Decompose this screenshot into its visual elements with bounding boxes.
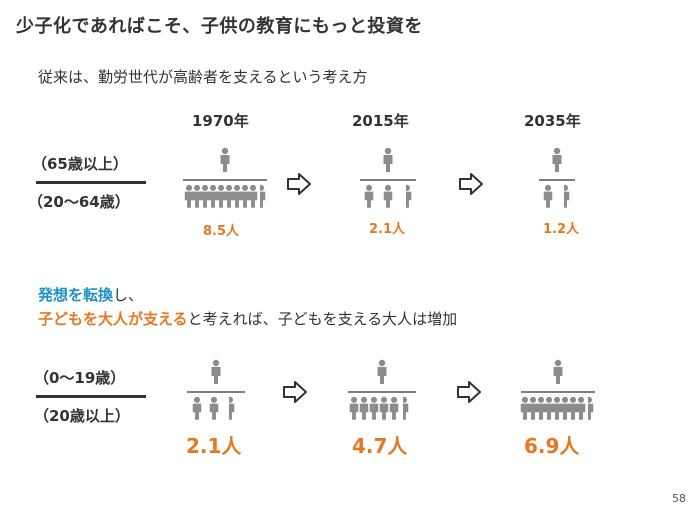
person-icon	[184, 184, 194, 208]
year-1970: 1970年	[192, 112, 249, 130]
top-ratio-denominator: （20〜64歳）	[28, 193, 130, 211]
person-icon	[379, 396, 389, 420]
person-icon	[224, 184, 234, 208]
bottom-ratio-denominator: （20歳以上）	[34, 407, 130, 425]
top-ratio-divider	[36, 181, 146, 184]
message-rest-2: と考えれば、子どもを支える大人は増加	[187, 310, 458, 328]
person-icon	[248, 184, 258, 208]
person-icon	[406, 184, 412, 208]
figure-group-2035-top	[539, 147, 575, 208]
bottom-value-1970: 2.1人	[186, 434, 242, 458]
person-icon	[232, 184, 242, 208]
person-icon	[211, 359, 221, 384]
person-icon	[564, 184, 570, 208]
person-icon	[576, 396, 586, 420]
top-value-1970: 8.5人	[203, 224, 240, 239]
figure-group-2015-bottom	[348, 359, 416, 420]
person-icon	[383, 184, 393, 208]
year-2035: 2035年	[524, 112, 581, 130]
figure-group-1970-bottom	[187, 359, 245, 420]
person-icon	[192, 184, 202, 208]
person-icon	[544, 396, 554, 420]
person-icon	[552, 396, 562, 420]
person-icon	[200, 184, 210, 208]
arrow-right-icon	[287, 173, 311, 195]
arrow-right-icon	[457, 381, 481, 403]
person-icon	[552, 147, 562, 172]
person-icon	[364, 184, 374, 208]
person-icon	[536, 396, 546, 420]
person-icon	[208, 184, 218, 208]
bottom-value-2015: 4.7人	[352, 434, 408, 458]
slide-title: 少子化であればこそ、子供の教育にもっと投資を	[16, 16, 423, 37]
person-icon	[377, 359, 387, 384]
person-icon	[369, 396, 379, 420]
person-icon	[220, 147, 230, 172]
bottom-value-2035: 6.9人	[524, 434, 580, 458]
bottom-ratio-divider	[36, 395, 146, 398]
figure-group-1970-top	[183, 147, 267, 208]
person-icon	[229, 396, 235, 420]
top-value-2035: 1.2人	[543, 222, 580, 237]
page-number: 58	[672, 492, 686, 505]
figure-group-2015-top	[360, 147, 416, 208]
person-icon	[240, 184, 250, 208]
person-icon	[553, 359, 563, 384]
arrow-right-icon	[459, 173, 483, 195]
figure-group-2035-bottom	[520, 359, 595, 420]
person-icon	[588, 396, 594, 420]
top-value-2015: 2.1人	[369, 222, 406, 237]
person-icon	[260, 184, 266, 208]
top-ratio-numerator: （65歳以上）	[32, 155, 128, 173]
message-line-2: 子どもを大人が支えると考えれば、子どもを支える大人は増加	[38, 308, 457, 329]
person-icon	[560, 396, 570, 420]
person-icon	[383, 147, 393, 172]
person-icon	[568, 396, 578, 420]
year-2015: 2015年	[352, 112, 409, 130]
arrow-right-icon	[283, 381, 307, 403]
person-icon	[543, 184, 553, 208]
message-highlight-1: 発想を転換	[38, 286, 114, 304]
message-highlight-2: 子どもを大人が支える	[38, 310, 188, 328]
person-icon	[209, 396, 219, 420]
slide-subtitle: 従来は、勤労世代が高齢者を支えるという考え方	[38, 68, 368, 86]
person-icon	[192, 396, 202, 420]
person-icon	[389, 396, 399, 420]
person-icon	[520, 396, 530, 420]
person-icon	[216, 184, 226, 208]
person-icon	[528, 396, 538, 420]
person-icon	[349, 396, 359, 420]
person-icon	[359, 396, 369, 420]
bottom-ratio-numerator: （0〜19歳）	[34, 369, 126, 387]
message-rest-1: し、	[113, 286, 144, 304]
message-line-1: 発想を転換し、	[38, 284, 143, 305]
person-icon	[403, 396, 409, 420]
